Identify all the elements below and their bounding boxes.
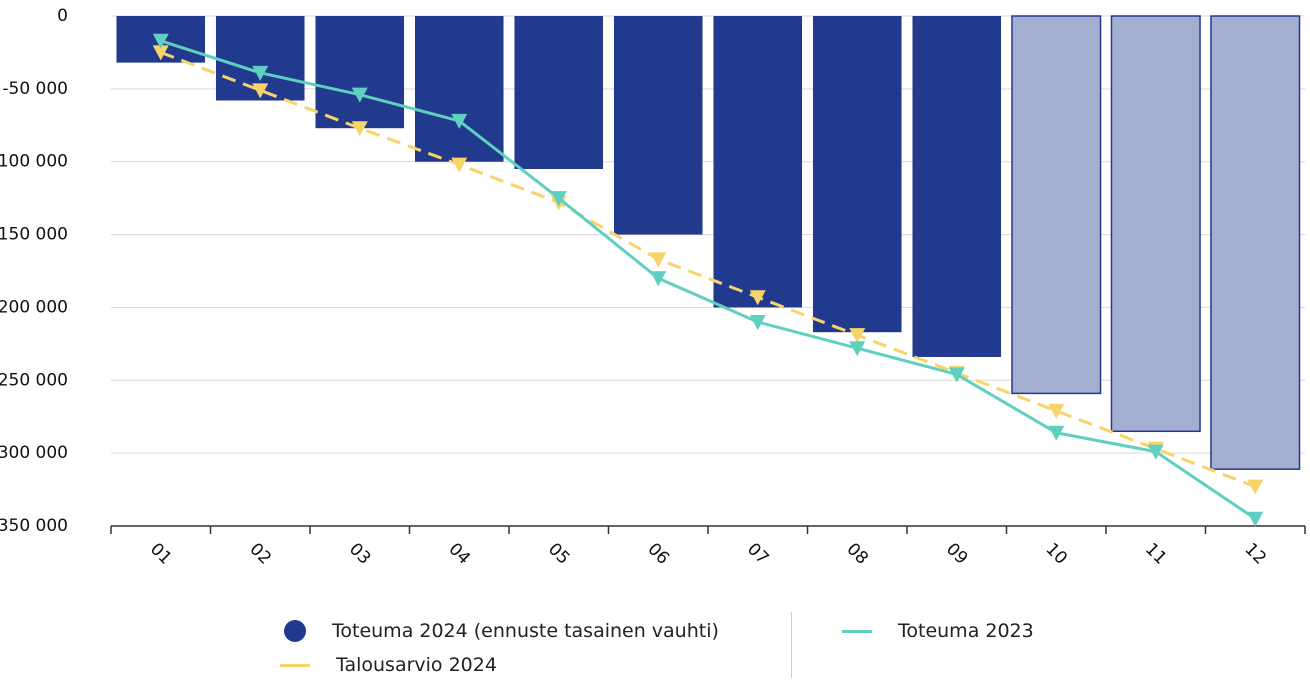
x-tick-label: 07 <box>743 539 772 568</box>
x-tick-label: 10 <box>1042 539 1071 568</box>
x-tick-label: 09 <box>942 539 971 568</box>
chart: 0 -50 000 -100 000 -150 000 -200 000 -250 000… <box>0 6 1306 569</box>
down-triangle-icon <box>451 113 468 129</box>
x-tick-label: 04 <box>445 539 474 568</box>
y-tick-label: -300 000 <box>0 443 68 463</box>
y-tick-label: -50 000 <box>2 79 68 99</box>
down-triangle-icon <box>1048 425 1065 441</box>
x-tick-label: 03 <box>345 539 374 568</box>
dashed-line-icon <box>280 663 310 667</box>
x-tick-labels: 01 02 03 04 05 06 07 08 09 10 11 12 <box>146 539 1270 568</box>
down-triangle-icon <box>1247 479 1264 495</box>
bar-forecast <box>1011 15 1102 395</box>
legend-label: Toteuma 2023 <box>898 620 1034 642</box>
down-triangle-icon <box>252 83 269 99</box>
down-triangle-icon <box>152 45 169 61</box>
y-tick-label: -350 000 <box>0 516 68 536</box>
legend-item-toteuma-2023[interactable]: Toteuma 2023 <box>842 616 1034 646</box>
down-triangle-icon <box>1247 511 1264 527</box>
bar <box>414 16 504 162</box>
x-tick-label: 11 <box>1141 539 1170 568</box>
x-tick-label: 06 <box>644 539 673 568</box>
x-tick-label: 02 <box>246 539 275 568</box>
x-tick-label: 01 <box>146 539 175 568</box>
bars <box>116 15 1301 470</box>
y-tick-label: 0 <box>57 6 68 26</box>
y-tick-label: -200 000 <box>0 297 68 317</box>
legend: Toteuma 2024 (ennuste tasainen vauhti) T… <box>0 600 1310 679</box>
down-triangle-icon <box>650 252 667 268</box>
down-triangle-icon <box>1147 444 1164 460</box>
circle-icon <box>284 620 306 642</box>
bar <box>613 16 703 235</box>
down-triangle-icon <box>152 33 169 49</box>
y-tick-label: -100 000 <box>0 152 68 172</box>
x-axis <box>110 525 1306 534</box>
down-triangle-icon <box>849 328 866 344</box>
y-tick-label: -150 000 <box>0 225 68 245</box>
grid-lines <box>111 15 1305 454</box>
line-icon <box>842 629 872 633</box>
y-tick-label: -250 000 <box>0 370 68 390</box>
legend-label: Toteuma 2024 (ennuste tasainen vauhti) <box>332 620 719 642</box>
down-triangle-icon <box>550 191 567 207</box>
down-triangle-icon <box>1048 403 1065 419</box>
down-triangle-icon <box>749 290 766 306</box>
bar-forecast <box>1210 15 1301 470</box>
bar <box>713 16 803 308</box>
lines <box>152 33 1264 527</box>
down-triangle-icon <box>351 121 368 137</box>
down-triangle-icon <box>849 341 866 357</box>
down-triangle-icon <box>650 271 667 287</box>
x-tick-label: 05 <box>544 539 573 568</box>
bar-forecast <box>1110 15 1201 433</box>
legend-divider <box>791 612 792 678</box>
x-tick-label: 08 <box>843 539 872 568</box>
down-triangle-icon <box>351 87 368 103</box>
bar <box>812 16 902 333</box>
x-tick-label: 12 <box>1241 539 1270 568</box>
down-triangle-icon <box>749 315 766 330</box>
y-tick-labels: 0 -50 000 -100 000 -150 000 -200 000 -250 000… <box>0 6 68 536</box>
legend-item-talousarvio-2024[interactable]: Talousarvio 2024 <box>280 650 497 680</box>
legend-item-toteuma-2024[interactable]: Toteuma 2024 (ennuste tasainen vauhti) <box>284 616 719 646</box>
toteuma-2023-line <box>160 39 1257 520</box>
legend-label: Talousarvio 2024 <box>336 654 497 676</box>
down-triangle-icon <box>252 65 269 81</box>
down-triangle-icon <box>451 157 468 173</box>
down-triangle-icon <box>948 367 965 383</box>
bar <box>912 16 1002 357</box>
bar <box>315 16 405 129</box>
bar <box>514 16 604 169</box>
